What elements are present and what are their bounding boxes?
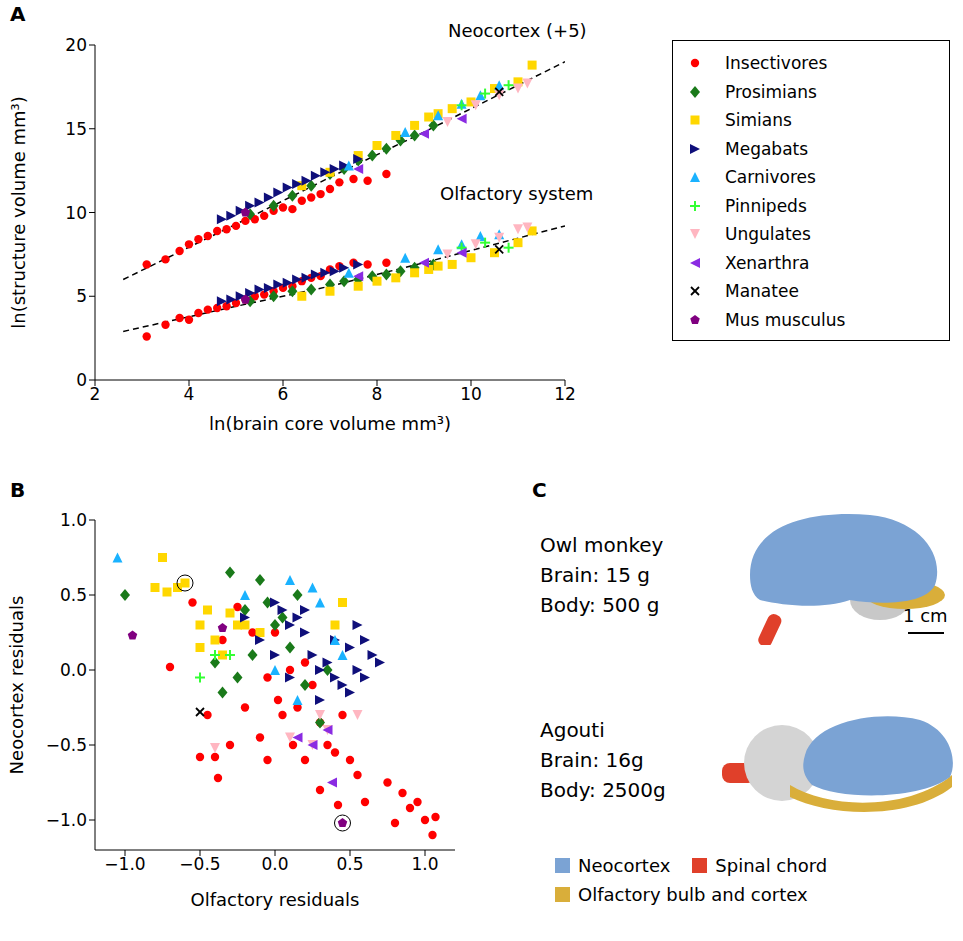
svg-text:−1.0: −1.0 [46,810,87,830]
html-text:Olfactory bulb and cortex: Olfactory bulb and cortex [578,884,808,905]
svg-text:5: 5 [76,286,87,306]
html-text:Pinnipeds: Pinnipeds [725,195,807,216]
html-text:Ungulates: Ungulates [725,224,811,245]
html-text:Manatee: Manatee [725,281,799,302]
svg-text:4: 4 [184,384,195,404]
html-text:Body: 500 g: Body: 500 g [540,593,660,617]
html-text:Neocortex: Neocortex [578,855,671,876]
html-text:C: C [532,478,547,502]
svg-text:1.0: 1.0 [411,854,438,874]
html-text:1 cm: 1 cm [903,605,948,626]
html-text:Megabats: Megabats [725,138,809,159]
svg-text:0.5: 0.5 [60,585,87,605]
svg-text:8: 8 [372,384,383,404]
svg-text:−1.0: −1.0 [104,854,145,874]
html-text:Insectivores: Insectivores [725,53,828,74]
html-text:Agouti: Agouti [540,718,605,742]
html-text:B: B [10,478,26,502]
svg-text:−0.5: −0.5 [179,854,220,874]
svg-text:0: 0 [76,370,87,390]
svg-text:10: 10 [460,384,482,404]
svg-text:0.0: 0.0 [60,660,87,680]
html-text:Owl monkey: Owl monkey [540,533,664,557]
html-text:Brain: 16g: Brain: 16g [540,748,644,772]
html-text:Body: 2500g: Body: 2500g [540,778,666,802]
svg-text:ln(brain core volume mm³): ln(brain core volume mm³) [209,413,451,434]
html-text:Neocortex (+5): Neocortex (+5) [448,20,587,41]
html-text:Olfactory system: Olfactory system [440,183,594,204]
html-text:A: A [10,2,26,26]
html-text:Prosimians: Prosimians [725,81,817,102]
html-text:Brain: 15 g: Brain: 15 g [540,563,650,587]
svg-text:20: 20 [65,35,87,55]
svg-text:2: 2 [90,384,101,404]
svg-text:Neocortex residuals: Neocortex residuals [6,596,27,775]
html-text:Xenarthra: Xenarthra [725,252,810,273]
html-text:Mus musculus: Mus musculus [725,309,846,330]
svg-text:−0.5: −0.5 [46,735,87,755]
svg-text:Olfactory residuals: Olfactory residuals [191,889,360,910]
html-text:Carnivores: Carnivores [725,167,816,188]
svg-text:1.0: 1.0 [60,510,87,530]
svg-text:10: 10 [65,203,87,223]
html-text:Spinal chord: Spinal chord [715,855,828,876]
svg-text:6: 6 [278,384,289,404]
svg-text:15: 15 [65,119,87,139]
html-text:Simians: Simians [725,110,792,131]
svg-text:12: 12 [554,384,576,404]
svg-text:0.5: 0.5 [336,854,363,874]
svg-text:0.0: 0.0 [261,854,288,874]
svg-text:ln(structure volume mm³): ln(structure volume mm³) [8,96,29,329]
